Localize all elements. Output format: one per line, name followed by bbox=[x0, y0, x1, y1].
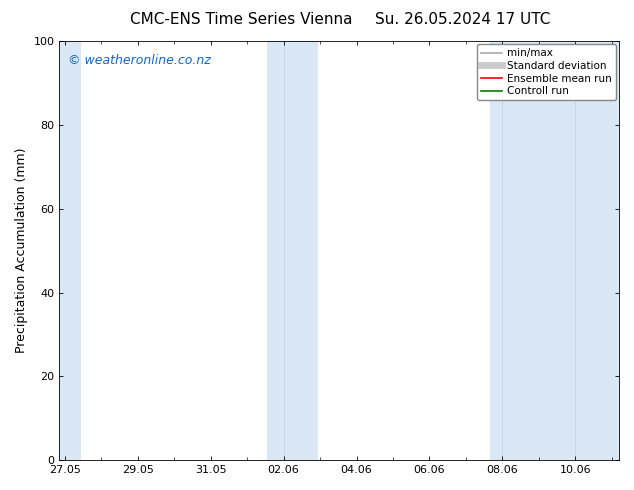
Text: CMC-ENS Time Series Vienna: CMC-ENS Time Series Vienna bbox=[130, 12, 352, 27]
Text: Su. 26.05.2024 17 UTC: Su. 26.05.2024 17 UTC bbox=[375, 12, 550, 27]
Y-axis label: Precipitation Accumulation (mm): Precipitation Accumulation (mm) bbox=[15, 148, 28, 353]
Bar bbox=[267, 41, 318, 460]
Bar bbox=[489, 41, 619, 460]
Text: © weatheronline.co.nz: © weatheronline.co.nz bbox=[68, 53, 210, 67]
Bar bbox=[60, 41, 81, 460]
Legend: min/max, Standard deviation, Ensemble mean run, Controll run: min/max, Standard deviation, Ensemble me… bbox=[477, 44, 616, 100]
